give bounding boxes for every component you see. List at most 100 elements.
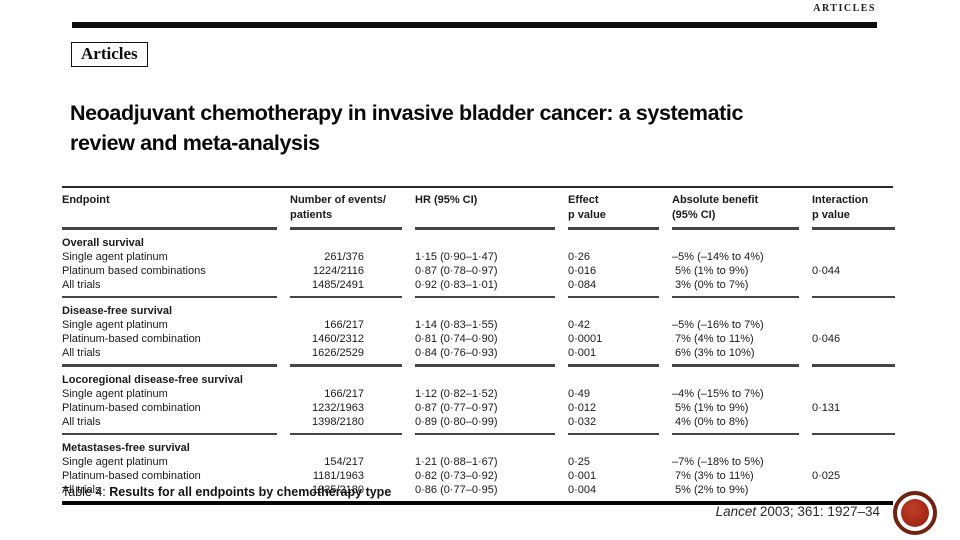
effect-p-cell: 0·084 [568,278,597,291]
rule-segment [672,295,799,298]
section-header-row: Locoregional disease-free survival [62,370,893,387]
events-cell: 1232/1963 [312,401,364,414]
hr-cell: 1·12 (0·82–1·52) [415,387,498,400]
benefit-cell: 6% (3% to 10%) [672,347,755,359]
events-cell: 166/217 [324,319,364,331]
endpoint-cell: Single agent platinum [62,319,168,331]
rule-segment [812,295,895,298]
table-row: All trials 1335/2180 0·86 (0·77–0·95) 0·… [62,483,893,497]
interaction-p-cell [812,278,895,292]
rule-segment [672,432,799,435]
interaction-p-cell: 0·131 [812,401,841,414]
rule-segment [415,364,555,367]
endpoint-cell: Platinum-based combination [62,470,201,482]
table-row: Single agent platinum 261/376 1·15 (0·90… [62,250,893,264]
events-cell: 1485/2491 [312,278,364,291]
rule-segment [568,364,659,367]
endpoint-cell: All trials [62,415,101,428]
effect-p-cell: 0·012 [568,401,597,414]
benefit-cell: 5% (1% to 9%) [672,401,749,414]
rule-segment [290,295,402,298]
events-cell: 1398/2180 [312,415,364,428]
effect-p-cell: 0·42 [568,319,591,331]
red-seal-core [901,499,929,527]
table-row: All trials 1398/2180 0·89 (0·80–0·99) 0·… [62,415,893,429]
benefit-cell: 4% (0% to 8%) [672,415,749,428]
rule-segment [290,227,402,230]
events-cell: 261/376 [324,250,364,263]
table-row: Single agent platinum 154/217 1·21 (0·88… [62,455,893,469]
table-caption: Table 4: Results for all endpoints by ch… [62,485,391,499]
table-row: Single agent platinum 166/217 1·12 (0·82… [62,387,893,401]
col-header-hr: HR (95% CI) [415,194,478,206]
endpoint-cell: Single agent platinum [62,456,168,468]
rule-segment [568,432,659,435]
paper-title: Neoadjuvant chemotherapy in invasive bla… [70,101,744,155]
interaction-p-cell [812,455,895,469]
hr-cell: 1·15 (0·90–1·47) [415,250,498,263]
effect-p-cell: 0·26 [568,250,591,263]
interaction-p-cell [812,415,895,429]
hr-cell: 1·21 (0·88–1·67) [415,456,498,468]
col-header-interaction-p: Interaction p value [812,194,869,221]
section-header-row: Overall survival [62,233,893,250]
rule-segment [812,364,895,367]
effect-p-cell: 0·004 [568,484,597,496]
interaction-p-cell [812,250,895,264]
table-row: Platinum-based combination 1460/2312 0·8… [62,332,893,346]
table-bottom-rule [62,501,893,505]
effect-p-cell: 0·49 [568,387,591,400]
endpoint-cell: Platinum-based combination [62,401,201,414]
section-title: Metastases-free survival [62,442,190,454]
rule-segment [812,432,895,435]
rule-segment [62,295,277,298]
events-cell: 1626/2529 [312,347,364,359]
section-title: Locoregional disease-free survival [62,373,243,386]
table-row: Single agent platinum 166/217 1·14 (0·83… [62,318,893,332]
effect-p-cell: 0·032 [568,415,597,428]
hr-cell: 0·87 (0·78–0·97) [415,264,498,277]
running-head-articles: ARTICLES [813,3,876,14]
benefit-cell: 5% (1% to 9%) [672,264,749,277]
red-seal-icon [893,491,937,535]
interaction-p-cell [812,483,895,497]
endpoint-cell: All trials [62,278,101,291]
rule-segment [415,295,555,298]
events-cell: 1460/2312 [312,333,364,345]
table-row: Platinum based combinations 1224/2116 0·… [62,264,893,278]
results-table: Endpoint Number of events/ patients HR (… [62,186,895,505]
benefit-cell: –4% (–15% to 7%) [672,387,764,400]
table-header-row: Endpoint Number of events/ patients HR (… [62,188,893,223]
column-rule-row [62,364,895,367]
rule-segment [290,364,402,367]
hr-cell: 0·86 (0·77–0·95) [415,484,498,496]
benefit-cell: 7% (4% to 11%) [672,333,754,345]
hr-cell: 1·14 (0·83–1·55) [415,319,498,331]
endpoint-cell: Platinum-based combination [62,333,201,345]
effect-p-cell: 0·001 [568,470,597,482]
effect-p-cell: 0·016 [568,264,597,277]
interaction-p-cell: 0·044 [812,264,841,277]
rule-segment [62,432,277,435]
hr-cell: 0·84 (0·76–0·93) [415,347,498,359]
section-header-row: Metastases-free survival [62,438,893,455]
endpoint-cell: All trials [62,484,101,496]
endpoint-cell: Single agent platinum [62,387,168,400]
hr-cell: 0·87 (0·77–0·97) [415,401,498,414]
section-header-row: Disease-free survival [62,301,893,318]
benefit-cell: –5% (–14% to 4%) [672,250,764,263]
effect-p-cell: 0·001 [568,347,597,359]
rule-segment [672,364,799,367]
articles-section-box: Articles [71,42,148,67]
endpoint-cell: All trials [62,347,101,359]
rule-segment [62,364,277,367]
rule-segment [62,227,277,230]
col-header-events: Number of events/ patients [290,194,386,221]
benefit-cell: 5% (2% to 9%) [672,484,749,496]
events-cell: 154/217 [324,456,364,468]
section-title: Disease-free survival [62,305,173,317]
top-horizontal-rule [72,22,877,28]
journal-name: Lancet [715,504,757,519]
interaction-p-cell: 0·046 [812,333,841,345]
events-cell: 1181/1963 [312,470,364,482]
